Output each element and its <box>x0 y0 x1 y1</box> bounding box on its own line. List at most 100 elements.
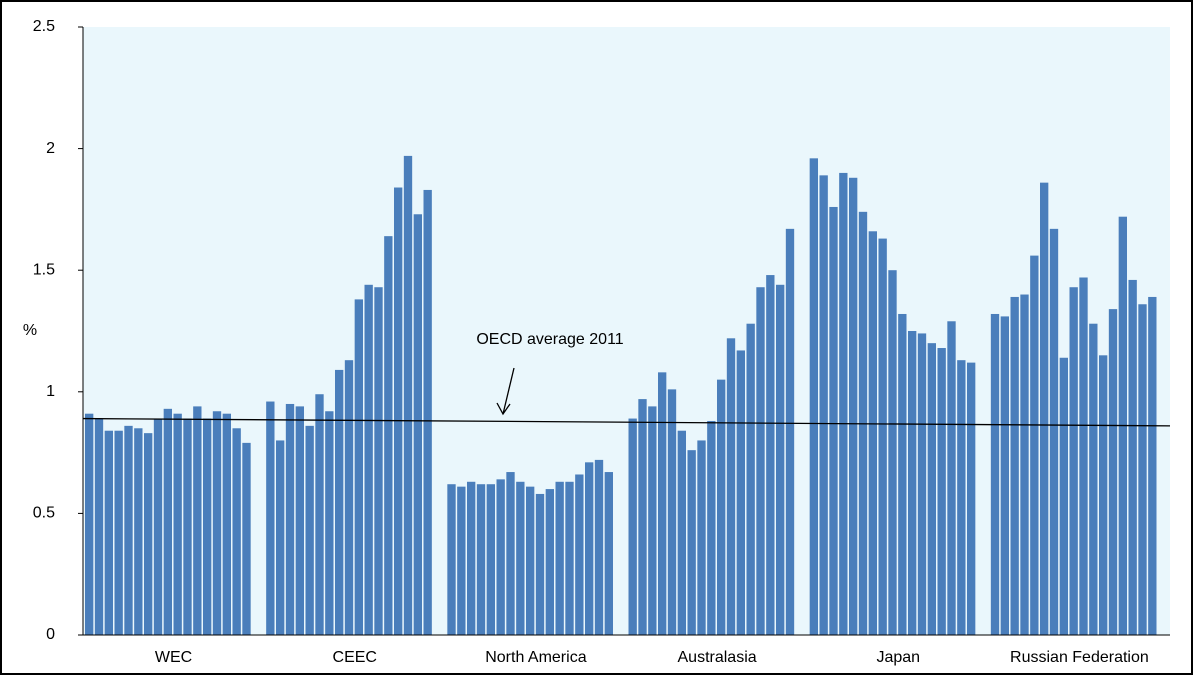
bar <box>878 238 887 636</box>
y-tick-label: 0 <box>46 626 55 643</box>
bar <box>594 459 604 635</box>
bar <box>937 348 946 635</box>
bar <box>667 389 677 635</box>
bar <box>276 440 285 635</box>
bar <box>295 406 304 635</box>
bar <box>1148 296 1157 635</box>
bar <box>545 489 554 635</box>
bar <box>746 323 755 635</box>
bar <box>947 321 956 635</box>
bar <box>888 270 897 635</box>
bar <box>1020 294 1029 635</box>
bar <box>638 399 647 635</box>
bar <box>354 299 363 635</box>
bar <box>364 284 373 635</box>
bar <box>315 394 324 635</box>
bar <box>1059 357 1068 635</box>
bar <box>868 231 877 635</box>
bar <box>736 350 745 635</box>
x-tick-label: North America <box>485 649 586 666</box>
bar <box>829 206 838 635</box>
bar <box>134 428 143 635</box>
bar <box>242 442 251 635</box>
x-tick-label: Japan <box>876 649 920 666</box>
bar <box>1069 287 1078 635</box>
bar <box>990 313 1000 635</box>
bar <box>496 479 505 635</box>
bar <box>565 481 574 635</box>
bar <box>212 411 222 635</box>
bar <box>94 418 104 635</box>
bar <box>384 236 393 636</box>
bar <box>628 418 637 635</box>
x-tick-label: WEC <box>155 649 192 666</box>
bar <box>1079 277 1088 635</box>
bar <box>898 313 907 635</box>
bar <box>535 493 545 635</box>
bar <box>266 401 275 635</box>
bar <box>1108 309 1118 635</box>
annotation: OECD average 2011 <box>476 331 623 348</box>
bar <box>575 474 584 635</box>
plot-area <box>83 27 1170 635</box>
bar <box>967 362 976 635</box>
bar <box>1040 182 1049 635</box>
bar <box>183 418 192 635</box>
bar <box>1128 279 1137 635</box>
bar <box>285 403 295 635</box>
annotation-arrow <box>496 367 515 416</box>
bar <box>394 187 403 635</box>
bar <box>114 430 123 635</box>
bar <box>1030 255 1039 635</box>
bar <box>819 175 828 636</box>
bar <box>1000 316 1009 635</box>
x-tick-label: CEEC <box>333 649 377 666</box>
reference-line <box>82 417 1171 427</box>
bar <box>423 189 432 635</box>
bar <box>697 440 706 635</box>
bar <box>785 228 795 635</box>
x-tick-label: Australasia <box>678 649 757 666</box>
bar <box>203 418 212 635</box>
bar <box>776 284 785 635</box>
bar <box>1010 296 1019 635</box>
bar <box>648 406 657 635</box>
bar <box>335 369 344 635</box>
bar <box>849 177 858 635</box>
bar <box>232 428 241 635</box>
x-tick-label: Russian Federation <box>1010 649 1149 666</box>
bar <box>193 406 202 635</box>
bar <box>585 462 594 635</box>
bar <box>467 481 476 635</box>
bar <box>555 481 564 635</box>
bar <box>917 333 927 635</box>
bar <box>1138 304 1147 635</box>
bar <box>1089 323 1098 635</box>
bar <box>677 430 686 635</box>
bar <box>476 484 486 635</box>
bar <box>124 425 133 635</box>
bar <box>153 418 163 635</box>
bar <box>447 484 456 635</box>
y-tick-label: 1.5 <box>33 261 55 278</box>
bar <box>908 331 917 635</box>
bar <box>726 338 736 635</box>
bar <box>85 413 94 635</box>
bar <box>516 481 525 635</box>
bar <box>756 287 765 635</box>
y-axis-label: % <box>23 322 37 339</box>
bar <box>957 360 966 635</box>
bar <box>173 413 182 635</box>
bar <box>305 425 314 635</box>
bar <box>325 411 334 635</box>
bar <box>526 486 535 635</box>
bar <box>809 158 818 635</box>
bar <box>717 379 726 635</box>
bar <box>344 360 354 635</box>
y-tick-label: 1 <box>46 383 55 400</box>
y-tick-label: 2.5 <box>33 18 55 35</box>
bar <box>1049 228 1059 635</box>
bar <box>457 486 466 635</box>
